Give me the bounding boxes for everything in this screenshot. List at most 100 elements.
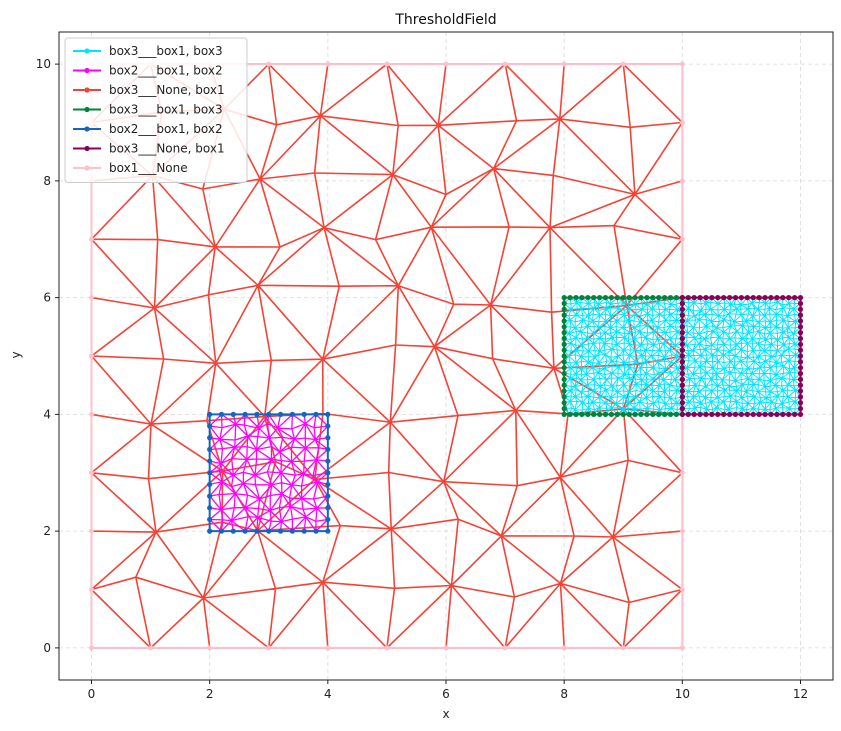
- outline-node: [679, 528, 685, 534]
- outline-node: [614, 411, 620, 417]
- outline-node: [797, 324, 804, 330]
- outline-node: [780, 411, 786, 417]
- outline-node: [679, 382, 685, 388]
- outline-node: [650, 295, 656, 301]
- x-axis-ticks: 0 2 4 6 8 10 12: [88, 680, 808, 701]
- outline-node: [756, 295, 762, 301]
- outline-node: [797, 347, 804, 353]
- outline-node: [679, 587, 685, 593]
- outline-node: [325, 446, 331, 453]
- outline-node: [602, 411, 609, 417]
- outline-node: [207, 423, 213, 429]
- outline-node: [254, 411, 260, 417]
- outline-node: [207, 411, 213, 417]
- outline-node: [744, 295, 750, 301]
- outline-node: [325, 435, 331, 441]
- outline-node: [88, 470, 94, 476]
- outline-node: [797, 359, 804, 365]
- outline-node: [561, 61, 567, 67]
- outline-node: [325, 423, 331, 429]
- outline-node: [768, 295, 774, 301]
- outline-node: [738, 295, 745, 301]
- outline-node: [88, 236, 94, 242]
- outline-node: [732, 411, 739, 417]
- outline-node: [797, 382, 804, 388]
- outline-node: [207, 528, 213, 534]
- outline-node: [88, 411, 94, 417]
- x-tick-label: 10: [675, 687, 690, 701]
- outline-node: [561, 365, 567, 371]
- outline-node: [325, 470, 331, 476]
- outline-node: [579, 295, 585, 301]
- y-tick-label: 10: [36, 57, 51, 71]
- outline-node: [207, 481, 213, 488]
- outline-node: [797, 312, 804, 318]
- outline-node: [679, 341, 685, 347]
- legend-label: box3___box1, box3: [109, 44, 223, 58]
- outline-node: [207, 446, 213, 453]
- outline-node: [797, 318, 804, 324]
- outline-node: [384, 645, 390, 651]
- outline-node: [561, 411, 567, 417]
- outline-node: [443, 61, 449, 67]
- outline-node: [602, 295, 609, 301]
- outline-node: [289, 411, 295, 417]
- outline-node: [685, 295, 691, 301]
- outline-node: [679, 359, 685, 365]
- outline-node: [230, 411, 236, 417]
- outline-series: [207, 411, 331, 534]
- outline-node: [207, 516, 213, 523]
- outline-node: [667, 295, 674, 301]
- outline-node: [679, 318, 685, 324]
- x-tick-label: 2: [206, 687, 214, 701]
- outline-node: [573, 295, 579, 301]
- outline-node: [591, 295, 597, 301]
- y-tick-label: 6: [43, 291, 51, 305]
- outline-node: [230, 528, 236, 534]
- outline-node: [709, 295, 715, 301]
- outline-node: [242, 528, 248, 534]
- legend-marker: [84, 106, 90, 113]
- outline-node: [762, 295, 768, 301]
- outline-node: [626, 411, 632, 417]
- outline-node: [797, 306, 804, 312]
- outline-node: [620, 295, 626, 301]
- y-tick-label: 0: [43, 641, 51, 655]
- legend-label: box2___box1, box2: [109, 122, 223, 136]
- outline-node: [744, 411, 750, 417]
- outline-node: [313, 528, 319, 534]
- outline-node: [325, 645, 331, 651]
- outline-node: [679, 353, 685, 359]
- outline-node: [791, 295, 798, 301]
- outline-node: [679, 394, 685, 400]
- outline-node: [207, 470, 213, 476]
- outline-node: [561, 330, 567, 336]
- outline-node: [626, 295, 632, 301]
- outline-node: [667, 411, 674, 417]
- outline-node: [207, 645, 213, 651]
- outline-node: [715, 411, 721, 417]
- outline-node: [218, 528, 225, 534]
- legend-label: box2___box1, box2: [109, 64, 223, 78]
- outline-node: [685, 411, 691, 417]
- outline-node: [679, 411, 685, 417]
- legend-marker: [84, 126, 90, 132]
- chart-title: ThresholdField: [394, 12, 496, 28]
- outline-node: [561, 318, 567, 324]
- legend-marker: [84, 48, 90, 54]
- outline-node: [780, 295, 786, 301]
- outline-node: [561, 394, 567, 400]
- x-tick-label: 0: [88, 687, 96, 701]
- legend-box: [64, 37, 248, 183]
- outline-node: [797, 405, 804, 412]
- outline-node: [786, 295, 792, 301]
- outline-node: [797, 353, 804, 359]
- outline-node: [679, 645, 685, 651]
- outline-node: [797, 370, 804, 377]
- outline-node: [797, 300, 804, 307]
- outline-node: [585, 295, 591, 301]
- outline-node: [697, 295, 703, 301]
- outline-node: [797, 295, 804, 301]
- outline-node: [732, 295, 739, 301]
- y-tick-label: 2: [43, 524, 51, 538]
